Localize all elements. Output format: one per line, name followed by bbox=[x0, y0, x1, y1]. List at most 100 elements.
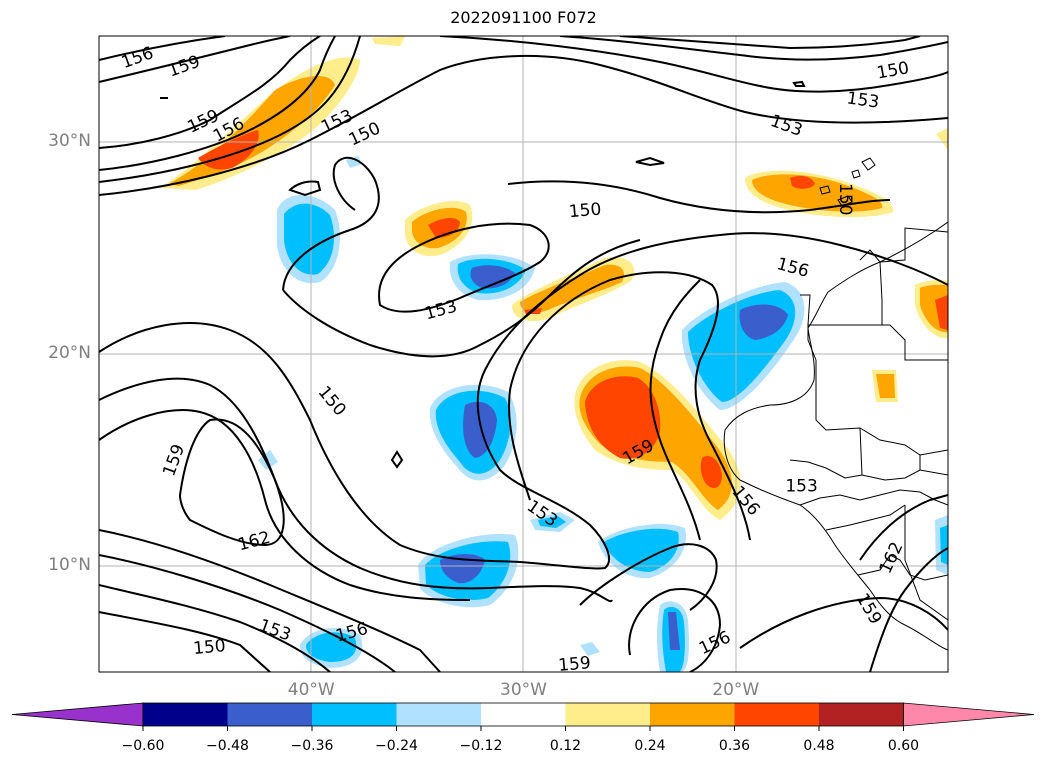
country-border bbox=[815, 360, 948, 456]
positive-anomaly-region bbox=[752, 174, 883, 212]
height-contours bbox=[99, 36, 948, 672]
negative-anomaly-region bbox=[346, 156, 362, 168]
africa-coastline bbox=[723, 221, 948, 651]
longitude-label: 20°W bbox=[712, 680, 760, 700]
colorbar-tick-label: −0.24 bbox=[375, 738, 418, 754]
contour-line bbox=[649, 279, 701, 541]
negative-anomaly-region bbox=[440, 554, 485, 584]
negative-anomaly-region bbox=[470, 265, 515, 289]
contour-line bbox=[628, 588, 722, 672]
contour-label: 150 bbox=[568, 199, 602, 222]
longitude-label: 40°W bbox=[287, 680, 335, 700]
colorbar-tick-label: −0.12 bbox=[459, 738, 503, 754]
positive-anomaly-region bbox=[935, 295, 948, 330]
contour-line bbox=[99, 554, 396, 672]
contour-line bbox=[99, 584, 331, 672]
contour-line bbox=[178, 418, 285, 547]
country-border bbox=[800, 261, 883, 326]
graticule bbox=[99, 36, 948, 672]
positive-anomaly-region bbox=[876, 374, 895, 398]
contour-label: 150 bbox=[192, 636, 226, 659]
contour-line bbox=[559, 36, 948, 61]
positive-anomaly-region bbox=[372, 36, 405, 46]
positive-anomaly-region bbox=[790, 176, 815, 189]
contour-line bbox=[99, 611, 271, 672]
contour-line bbox=[869, 547, 948, 672]
contour-line bbox=[99, 377, 613, 603]
contour-line bbox=[859, 494, 948, 561]
contour-line bbox=[99, 36, 226, 61]
colorbar-bin bbox=[734, 703, 820, 726]
colorbar-tick-label: 0.36 bbox=[718, 738, 751, 754]
positive-anomaly-region bbox=[936, 128, 948, 150]
contour-line bbox=[282, 156, 380, 291]
negative-anomaly-region bbox=[284, 203, 334, 275]
positive-anomaly-region bbox=[585, 376, 661, 459]
colorbar-bin bbox=[312, 703, 397, 726]
negative-anomaly-region bbox=[668, 612, 680, 650]
contour-line bbox=[99, 529, 441, 672]
figure-title: 2022091100 F072 bbox=[450, 8, 597, 27]
country-border bbox=[807, 325, 817, 361]
contour-line bbox=[739, 596, 948, 649]
contour-line bbox=[99, 409, 471, 601]
anomaly-fill-layer bbox=[160, 36, 948, 672]
contour-line bbox=[507, 180, 891, 214]
contour-line bbox=[282, 239, 641, 358]
contour-line bbox=[579, 543, 718, 611]
contour-line bbox=[99, 36, 361, 183]
contour-line bbox=[635, 156, 665, 167]
latitude-label: 10°N bbox=[48, 555, 91, 575]
colorbar-tick-label: 0.48 bbox=[803, 738, 835, 754]
positive-anomaly-region bbox=[520, 264, 625, 313]
contour-line bbox=[99, 54, 948, 196]
contour-label: 153 bbox=[785, 476, 817, 496]
contour-line bbox=[99, 232, 948, 570]
island bbox=[851, 169, 861, 179]
colorbar-frame bbox=[142, 702, 904, 727]
contour-line bbox=[619, 36, 921, 50]
latitude-label: 30°N bbox=[48, 131, 91, 151]
country-border bbox=[799, 489, 948, 506]
country-border bbox=[882, 324, 948, 361]
contour-line bbox=[288, 180, 322, 197]
contour-line bbox=[378, 222, 550, 313]
negative-anomaly-region bbox=[538, 516, 566, 528]
contour-line bbox=[99, 36, 321, 149]
contour-line bbox=[390, 450, 404, 469]
negative-anomaly-region bbox=[739, 304, 788, 340]
negative-anomaly-region bbox=[940, 525, 948, 565]
colorbar-tick-label: 0.60 bbox=[887, 738, 920, 754]
positive-anomaly-region bbox=[700, 455, 722, 489]
colorbar-bin bbox=[227, 703, 313, 726]
country-border bbox=[859, 427, 863, 476]
colorbar-tick-label: 0.24 bbox=[634, 738, 666, 754]
contour-label: 159 bbox=[557, 653, 591, 676]
colorbar-tick-label: −0.60 bbox=[121, 738, 165, 754]
contour-line bbox=[99, 36, 336, 171]
negative-anomaly-region bbox=[580, 642, 600, 656]
contour-line bbox=[99, 36, 291, 83]
colorbar-bin bbox=[819, 703, 904, 726]
contour-line bbox=[792, 80, 806, 87]
country-border bbox=[825, 504, 906, 531]
colorbar-tick-label: −0.48 bbox=[206, 738, 249, 754]
colorbar-bin bbox=[143, 703, 228, 726]
longitude-label: 30°W bbox=[500, 680, 547, 700]
colorbar-over-extension bbox=[903, 702, 1035, 727]
colorbar-under-extension bbox=[11, 702, 144, 727]
island bbox=[861, 157, 876, 171]
contour-line bbox=[439, 36, 948, 93]
colorbar-bin bbox=[565, 703, 651, 726]
colorbar bbox=[11, 702, 1035, 731]
colorbar-bin bbox=[650, 703, 735, 726]
island bbox=[819, 185, 831, 195]
contour-line bbox=[508, 271, 751, 541]
colorbar-tick-label: 0.12 bbox=[549, 738, 582, 754]
colorbar-bin bbox=[396, 703, 482, 726]
contour-label: 153 bbox=[846, 88, 881, 112]
contour-label: 150 bbox=[835, 183, 855, 215]
map-frame bbox=[98, 35, 949, 673]
